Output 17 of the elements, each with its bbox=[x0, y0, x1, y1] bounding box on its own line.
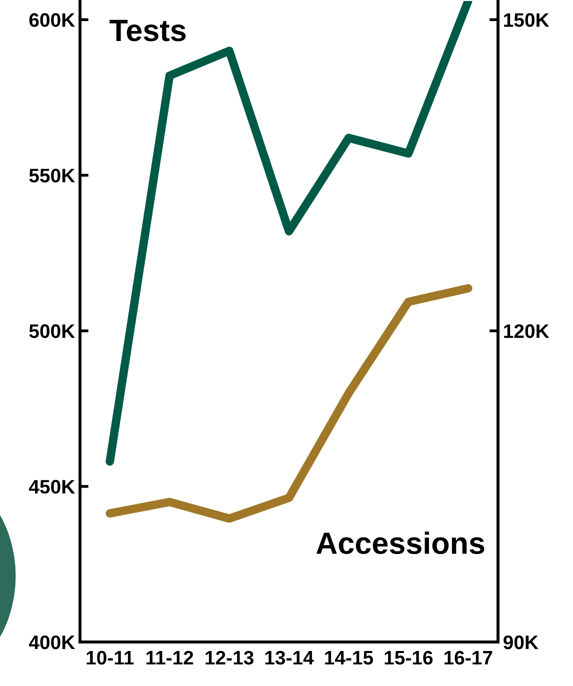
x-tick-label: 13-14 bbox=[265, 650, 314, 665]
x-tick-label: 12-13 bbox=[206, 650, 254, 665]
y-tick-label: 500K bbox=[29, 324, 75, 338]
x-tick-label: 11-12 bbox=[146, 650, 194, 664]
y-tick-label: 450K bbox=[28, 480, 75, 494]
y2-tick-label: 150K bbox=[504, 13, 550, 27]
y2-tick-label: 120K bbox=[504, 324, 550, 338]
y2-tick-label: 90K bbox=[504, 635, 538, 650]
x-tick-label: 10-11 bbox=[86, 650, 134, 665]
series-label: Tests bbox=[110, 20, 186, 42]
x-tick-label: 14-15 bbox=[325, 651, 374, 665]
y-tick-label: 600K bbox=[29, 13, 75, 27]
y-tick-label: 400K bbox=[28, 635, 75, 650]
series-label: Accessions bbox=[316, 532, 484, 554]
x-tick-label: 16-17 bbox=[444, 650, 492, 665]
y-tick-label: 550K bbox=[29, 168, 75, 182]
x-tick-label: 15-16 bbox=[384, 650, 433, 665]
